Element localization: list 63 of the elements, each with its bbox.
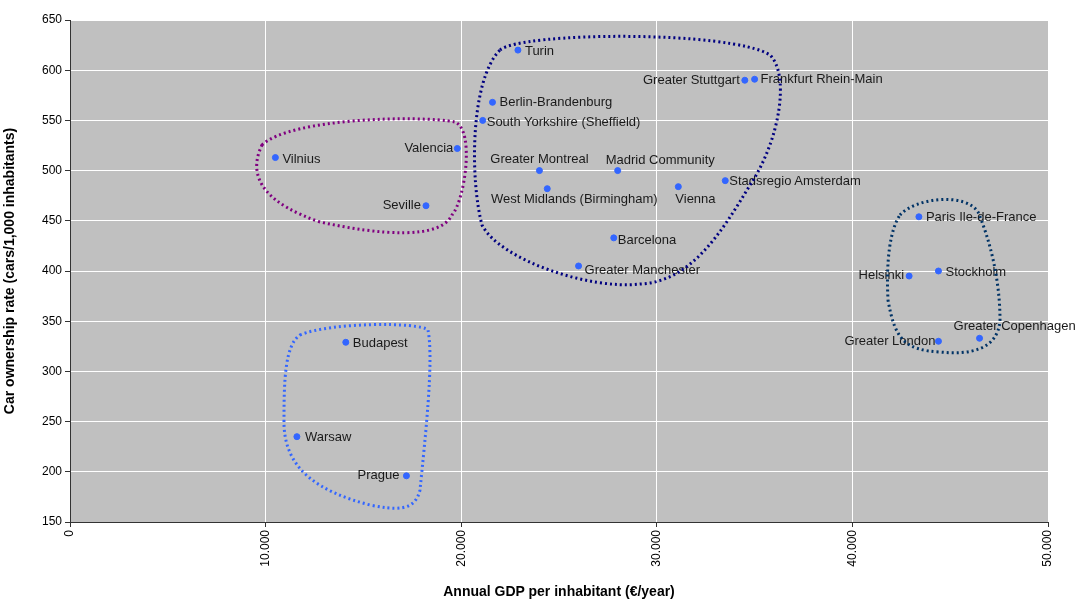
y-tick-label: 550 xyxy=(41,112,63,127)
series-label: Vienna xyxy=(675,191,717,207)
x-tick-label: 30.000 xyxy=(649,529,664,567)
series-label: Greater Montreal xyxy=(490,151,589,167)
series-label: Barcelona xyxy=(617,232,678,248)
series-label: Helsinki xyxy=(858,266,905,282)
point xyxy=(543,185,551,193)
point xyxy=(721,177,729,185)
y-tick-label: 200 xyxy=(41,464,63,479)
point xyxy=(751,75,759,83)
y-tick-label: 500 xyxy=(41,162,63,177)
point xyxy=(905,272,913,280)
x-tick-label: 10.000 xyxy=(257,529,272,567)
point xyxy=(422,202,430,210)
y-tick-label: 350 xyxy=(41,313,63,328)
series-label: Warsaw xyxy=(304,429,352,445)
series-label: Vilnius xyxy=(282,151,321,167)
y-tick-label: 450 xyxy=(41,213,63,228)
series-label: Turin xyxy=(524,42,555,58)
series-label: Stadsregio Amsterdam xyxy=(729,173,861,189)
point xyxy=(610,234,618,242)
series-label: Paris Ile-de-France xyxy=(925,209,1037,225)
point xyxy=(489,98,496,106)
point xyxy=(535,167,543,175)
y-tick-label: 600 xyxy=(41,62,63,77)
series-label: Prague xyxy=(357,467,400,483)
x-axis-title: Annual GDP per inhabitant (€/year) xyxy=(443,583,675,600)
series-label: Budapest xyxy=(352,334,409,350)
series-label: Greater Stuttgart xyxy=(642,71,741,87)
point xyxy=(575,262,583,270)
y-tick-label: 150 xyxy=(41,514,63,529)
point xyxy=(342,338,350,346)
point xyxy=(976,334,984,342)
y-tick-label: 650 xyxy=(41,12,63,27)
series-label: Madrid Community xyxy=(605,152,716,168)
x-tick-label: 50.000 xyxy=(1040,529,1055,567)
point xyxy=(402,472,410,480)
y-tick-label: 250 xyxy=(41,413,63,428)
point xyxy=(479,116,487,124)
point xyxy=(614,167,622,175)
x-tick-label: 20.000 xyxy=(453,529,468,567)
point xyxy=(514,46,522,54)
point xyxy=(741,76,749,84)
series-label: Seville xyxy=(382,197,421,213)
point xyxy=(915,213,923,221)
series-label: South Yorkshire (Sheffield) xyxy=(486,113,641,129)
series-label: Berlin-Brandenburg xyxy=(499,93,613,109)
point xyxy=(271,154,279,162)
x-tick-label: 40.000 xyxy=(844,529,859,567)
series-label: Greater Copenhagen xyxy=(953,317,1076,333)
y-tick-label: 400 xyxy=(41,263,63,278)
point xyxy=(674,183,682,191)
point xyxy=(293,433,301,441)
text: West Midlands (Birmingham) xyxy=(490,191,658,207)
series-label: Valencia xyxy=(404,140,455,156)
series-label: Stockholm xyxy=(945,263,1007,279)
x-tick-label: 0 xyxy=(62,529,77,537)
point xyxy=(453,145,461,153)
point xyxy=(934,267,942,275)
y-tick-label: 300 xyxy=(41,363,63,378)
series-label: Frankfurt Rhein-Main xyxy=(760,70,883,86)
series-label: Greater London xyxy=(844,332,936,348)
y-axis-title: Car ownership rate (cars/1,000 inhabitants) xyxy=(1,127,18,415)
